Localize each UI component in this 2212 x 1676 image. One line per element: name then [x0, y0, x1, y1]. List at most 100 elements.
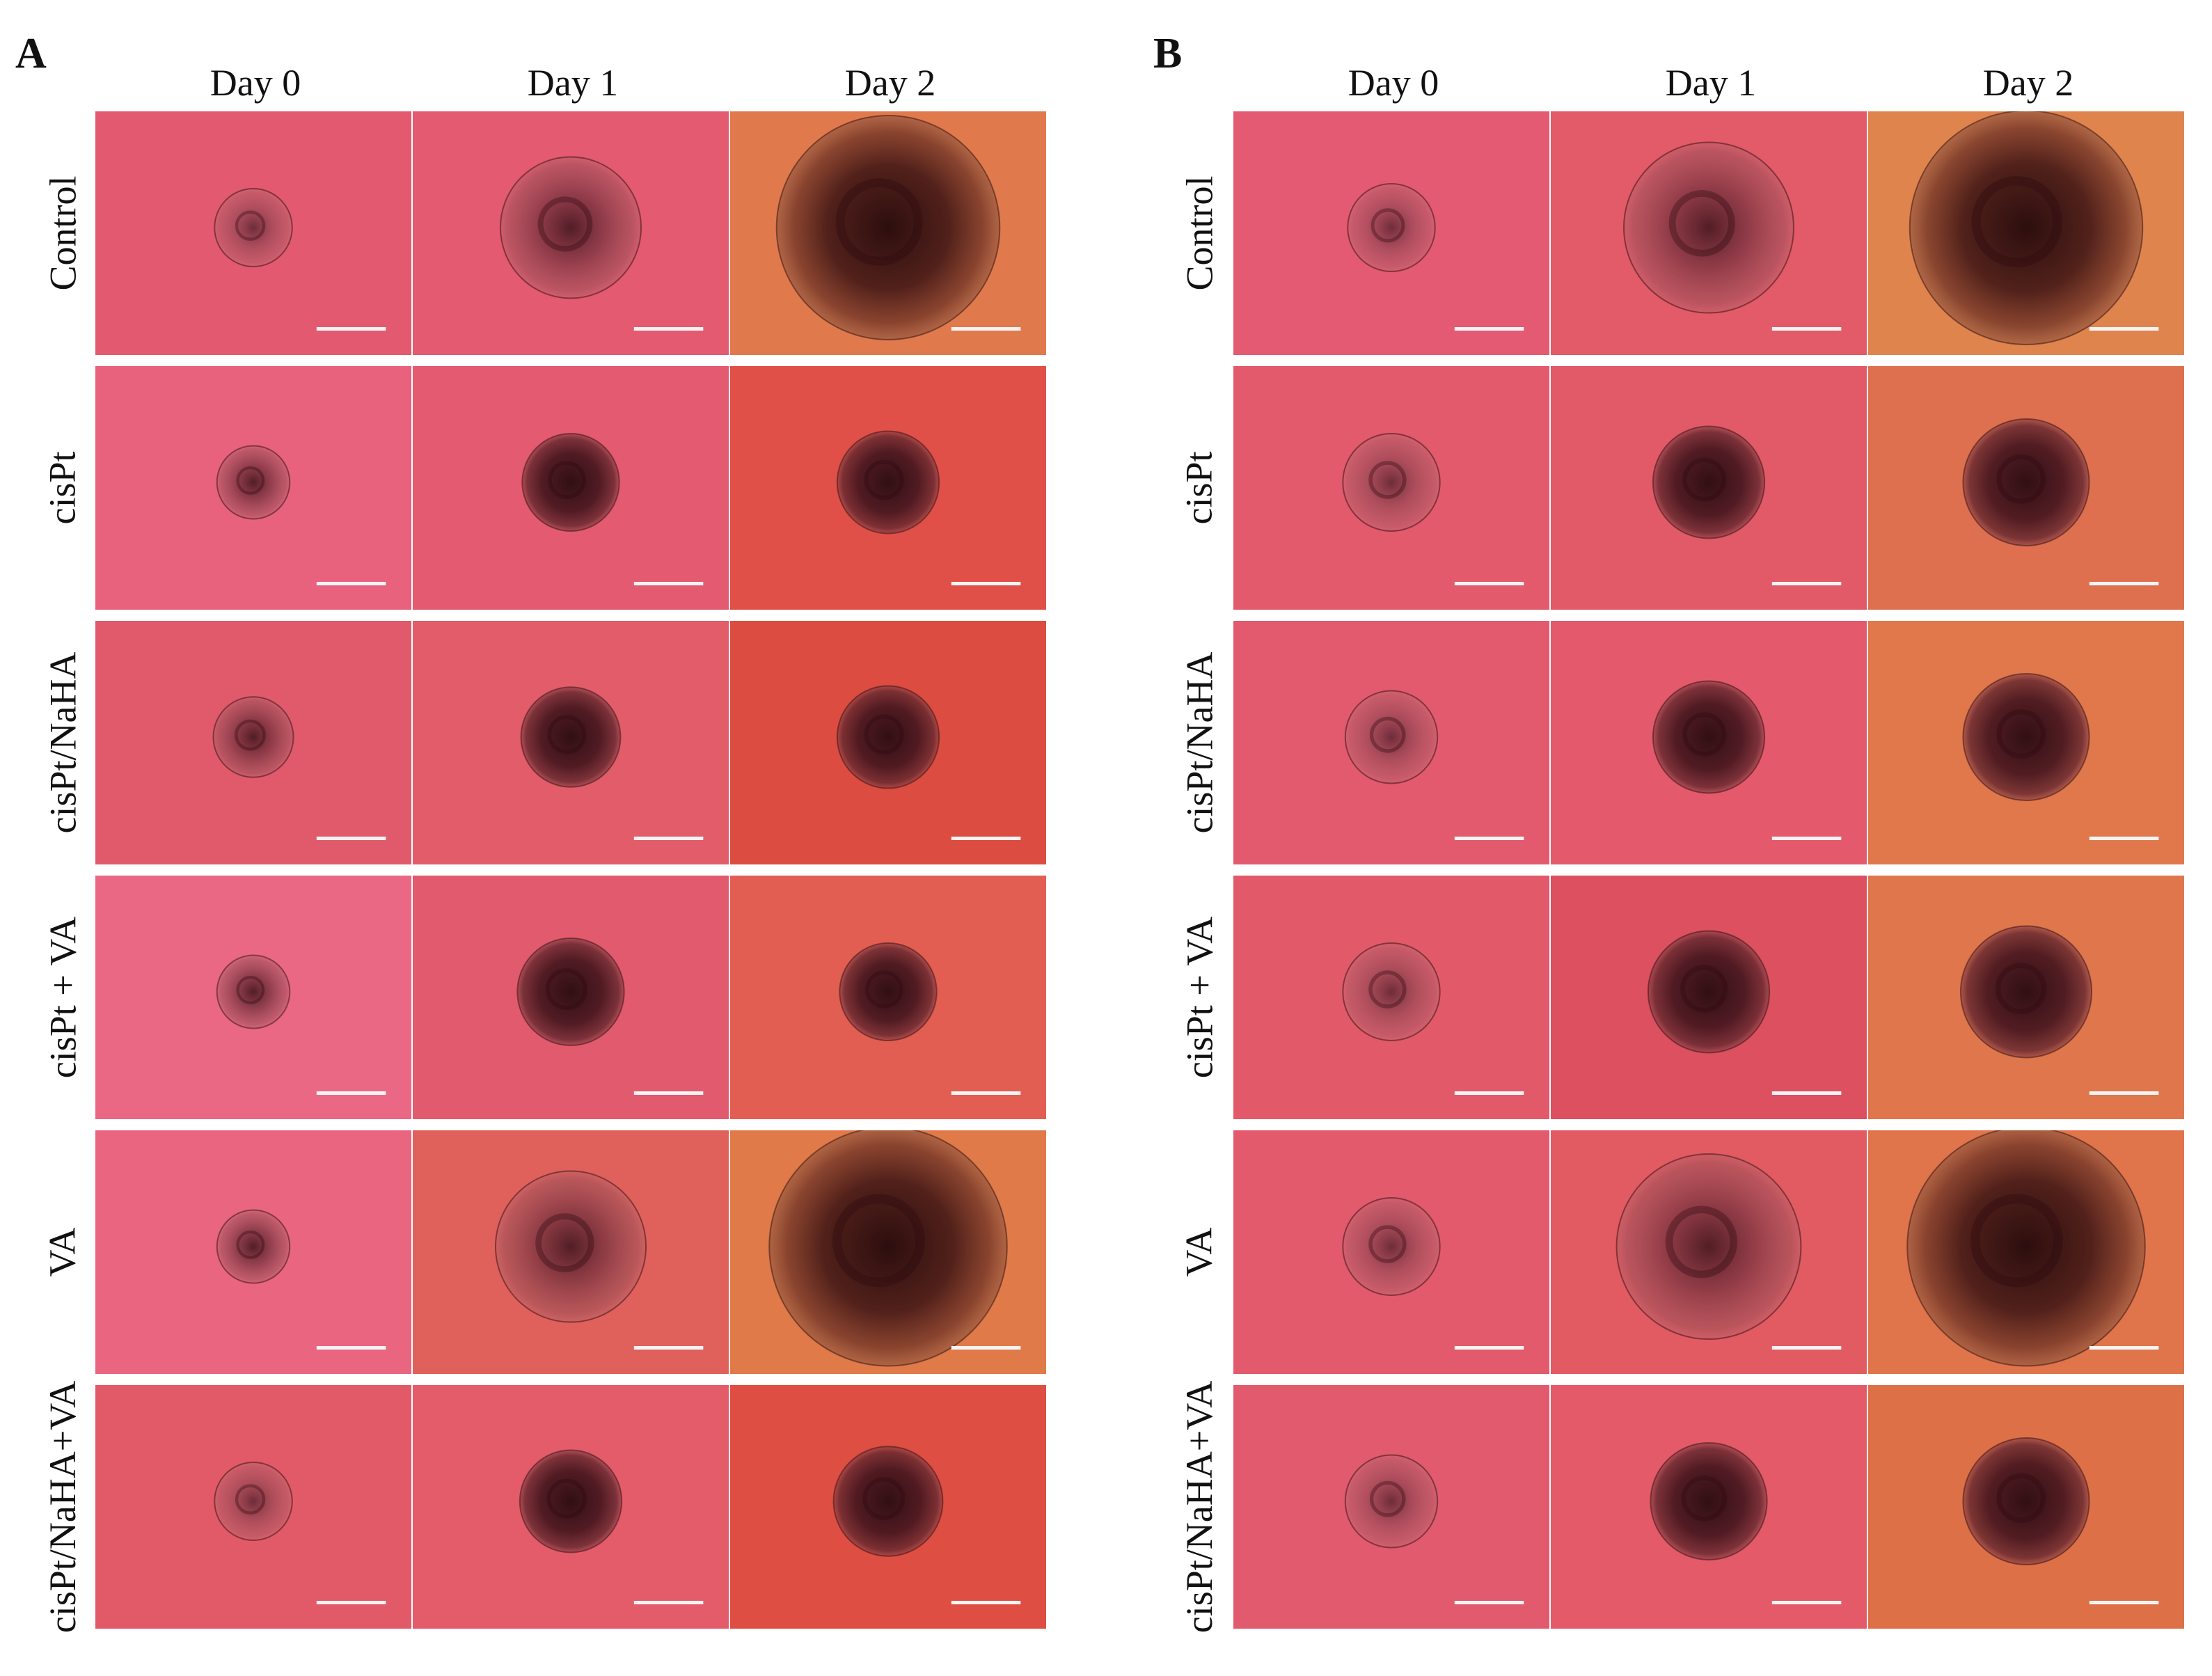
spheroid-core [832, 1194, 925, 1288]
micrograph-cispt-naha-day-2 [1868, 621, 2184, 864]
micrograph-cispt-naha-day-1 [413, 621, 729, 864]
scale-bar [951, 1091, 1021, 1095]
row-label-text: cisPt/NaHA [42, 651, 84, 834]
spheroid-core [236, 1230, 265, 1259]
spheroid-core [1996, 454, 2046, 504]
spheroid-core [1971, 176, 2062, 268]
scale-bar [316, 1346, 386, 1350]
spheroid [520, 686, 622, 788]
spheroid [1959, 925, 2093, 1059]
spheroid [1909, 111, 2144, 345]
row-label-control: Control [1164, 111, 1234, 355]
micrograph-cispt-naha-day-1 [1551, 621, 1867, 864]
scale-bar [316, 837, 386, 840]
row-label-text: VA [1178, 1227, 1220, 1277]
spheroid [1962, 673, 2090, 801]
scale-bar [2089, 837, 2159, 840]
spheroid [836, 685, 940, 789]
scale-bar [1771, 1601, 1842, 1604]
spheroid [216, 445, 291, 520]
spheroid [499, 156, 642, 299]
spheroid-core [545, 968, 587, 1011]
micrograph-cispt-day-2 [730, 366, 1046, 610]
column-label-day-0: Day 0 [1348, 62, 1439, 104]
micrograph-cispt-day-0 [95, 366, 411, 610]
scale-bar [316, 327, 386, 331]
column-label-day-1: Day 1 [527, 62, 619, 104]
spheroid [1962, 418, 2090, 546]
micrograph-cispt-day-0 [1233, 366, 1549, 610]
micrograph-cispt-naha-day-0 [95, 621, 411, 864]
spheroid-core [864, 459, 904, 500]
scale-bar [1454, 1091, 1524, 1095]
micrograph-va-day-1 [413, 1130, 729, 1374]
micrograph-control-day-2 [1868, 111, 2184, 355]
spheroid-core [234, 719, 266, 751]
spheroid-core [535, 1213, 594, 1272]
spheroid [216, 954, 291, 1029]
micrograph-cispt-va-day-1 [413, 876, 729, 1119]
spheroid-core [236, 466, 265, 495]
micrograph-cispt-va-day-2 [730, 876, 1046, 1119]
spheroid [839, 942, 938, 1041]
micrograph-control-day-0 [95, 111, 411, 355]
scale-bar [2089, 1091, 2159, 1095]
panel-b: B Day 0 Day 1 Day 2 Control cisPt cisPt/Na… [1106, 0, 2212, 1676]
micrograph-control-day-0 [1233, 111, 1549, 355]
scale-bar [951, 1346, 1021, 1350]
scale-bar [1771, 582, 1842, 585]
spheroid-core [1996, 709, 2046, 759]
row-label-va: VA [1164, 1130, 1234, 1374]
micrograph-cispt-day-1 [1551, 366, 1867, 610]
spheroid-core [1370, 208, 1405, 243]
spheroid-core [862, 1477, 906, 1520]
micrograph-cispt-day-1 [413, 366, 729, 610]
row-label-control: Control [28, 111, 97, 355]
spheroid [1623, 141, 1794, 314]
spheroid-core [835, 178, 923, 266]
scale-bar [1454, 327, 1524, 331]
scale-bar [633, 837, 704, 840]
spheroid [836, 430, 940, 535]
micrograph-va-day-0 [1233, 1130, 1549, 1374]
spheroid [216, 1209, 291, 1284]
row-label-cispt-va: cisPt + VA [28, 876, 97, 1119]
row-label-cispt-naha: cisPt/NaHA [1164, 621, 1234, 864]
spheroid-core [236, 975, 265, 1004]
micrograph-cispt-va-day-2 [1868, 876, 2184, 1119]
scale-bar [633, 582, 704, 585]
row-label-cispt-naha: cisPt/NaHA [28, 621, 97, 864]
spheroid [1342, 433, 1441, 532]
row-label-text: Control [42, 175, 84, 291]
scale-bar [1454, 1601, 1524, 1604]
micrograph-va-day-0 [95, 1130, 411, 1374]
row-label-cispt-naha-va: cisPt/NaHA+VA [1164, 1381, 1234, 1633]
row-label-cispt-va: cisPt + VA [1164, 876, 1234, 1119]
micrograph-cispt-day-2 [1868, 366, 2184, 610]
spheroid [214, 1462, 293, 1541]
spheroid-core [1368, 970, 1407, 1009]
spheroid [214, 188, 293, 267]
spheroid-core [1368, 461, 1407, 499]
spheroid-core [235, 1484, 266, 1515]
micrograph-cispt-naha-day-0 [1233, 621, 1549, 864]
spheroid-core [1681, 1476, 1727, 1521]
spheroid [1342, 942, 1441, 1041]
scale-bar [633, 1601, 704, 1604]
spheroid [1652, 425, 1766, 539]
spheroid-core [1995, 963, 2047, 1015]
micrograph-cispt-naha-day-2 [730, 621, 1046, 864]
row-label-text: Control [1178, 175, 1221, 291]
spheroid [1347, 183, 1436, 272]
row-label-text: cisPt/NaHA+VA [42, 1380, 84, 1634]
spheroid [521, 433, 620, 532]
spheroid-core [1368, 1225, 1407, 1263]
spheroid [775, 115, 1001, 340]
micrograph-control-day-1 [1551, 111, 1867, 355]
spheroid [1342, 1197, 1441, 1296]
column-label-day-0: Day 0 [210, 62, 301, 104]
scale-bar [1771, 1346, 1842, 1350]
micrograph-cispt-naha-va-day-2 [730, 1385, 1046, 1629]
micrograph-cispt-naha-va-day-0 [1233, 1385, 1549, 1629]
spheroid-core [864, 714, 904, 754]
